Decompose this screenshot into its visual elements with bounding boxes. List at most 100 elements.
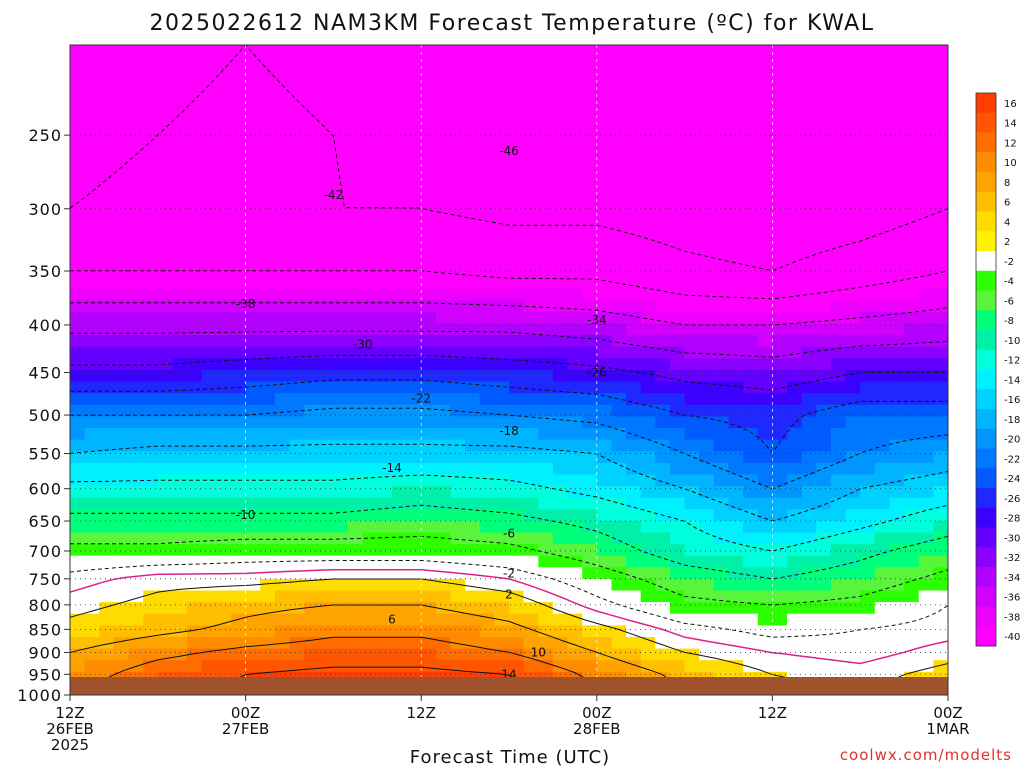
temperature-cell: [84, 195, 100, 209]
temperature-cell: [172, 126, 188, 139]
temperature-cell: [113, 56, 130, 69]
temperature-cell: [552, 114, 569, 127]
temperature-cell: [772, 370, 788, 383]
temperature-cell: [143, 161, 159, 174]
temperature-cell: [830, 602, 847, 615]
temperature-cell: [743, 660, 759, 673]
temperature-cell: [904, 393, 920, 406]
temperature-cell: [816, 660, 832, 673]
temperature-cell: [860, 126, 876, 139]
temperature-cell: [713, 114, 730, 127]
temperature-cell: [187, 265, 203, 278]
temperature-cell: [494, 544, 510, 557]
temperature-cell: [596, 613, 612, 626]
temperature-cell: [816, 555, 832, 568]
temperature-cell: [245, 103, 261, 116]
temperature-cell: [626, 532, 642, 545]
temperature-cell: [377, 486, 393, 499]
temperature-cell: [567, 335, 583, 348]
temperature-cell: [655, 486, 671, 499]
temperature-cell: [318, 91, 334, 104]
temperature-cell: [435, 79, 451, 92]
temperature-cell: [874, 114, 890, 127]
y-tick-label: 400: [28, 316, 62, 335]
temperature-cell: [830, 91, 847, 104]
temperature-cell: [84, 79, 100, 92]
temperature-cell: [684, 648, 700, 661]
temperature-cell: [743, 242, 759, 255]
temperature-cell: [391, 381, 408, 394]
temperature-cell: [552, 300, 569, 313]
temperature-cell: [216, 126, 232, 139]
temperature-cell: [816, 195, 832, 209]
temperature-cell: [626, 404, 642, 417]
temperature-cell: [816, 451, 832, 464]
temperature-cell: [509, 393, 525, 406]
temperature-cell: [494, 103, 510, 116]
temperature-cell: [348, 544, 364, 557]
temperature-cell: [582, 462, 598, 476]
temperature-cell: [830, 532, 847, 545]
temperature-cell: [216, 195, 232, 209]
temperature-cell: [465, 161, 481, 174]
colorbar-label: -38: [1004, 612, 1020, 623]
temperature-cell: [362, 137, 378, 151]
temperature-cell: [274, 660, 291, 673]
temperature-cell: [640, 265, 656, 278]
temperature-cell: [157, 149, 173, 162]
temperature-cell: [816, 335, 832, 348]
temperature-cell: [860, 45, 876, 58]
temperature-cell: [99, 544, 115, 557]
temperature-cell: [289, 207, 305, 220]
temperature-cell: [918, 625, 934, 638]
temperature-cell: [157, 428, 173, 441]
temperature-cell: [582, 578, 598, 592]
temperature-cell: [70, 195, 86, 209]
temperature-cell: [479, 137, 495, 151]
temperature-cell: [231, 312, 247, 325]
temperature-cell: [465, 68, 481, 81]
temperature-cell: [713, 567, 730, 580]
temperature-cell: [816, 439, 832, 452]
credit-link[interactable]: coolwx.com/modelts: [840, 746, 1012, 764]
temperature-cell: [772, 416, 788, 429]
temperature-cell: [684, 439, 700, 452]
temperature-cell: [509, 288, 525, 301]
temperature-cell: [143, 137, 159, 151]
temperature-cell: [216, 149, 232, 162]
temperature-cell: [348, 439, 364, 452]
temperature-cell: [699, 660, 715, 673]
temperature-cell: [684, 358, 700, 371]
temperature-cell: [582, 149, 598, 162]
temperature-cell: [611, 195, 627, 209]
temperature-cell: [684, 486, 700, 499]
temperature-cell: [757, 161, 773, 174]
temperature-cell: [333, 393, 349, 406]
temperature-cell: [509, 532, 525, 545]
temperature-cell: [552, 68, 569, 81]
temperature-cell: [713, 370, 730, 383]
temperature-cell: [465, 126, 481, 139]
temperature-cell: [684, 660, 700, 673]
temperature-cell: [655, 602, 671, 615]
temperature-cell: [201, 68, 217, 81]
temperature-cell: [216, 497, 232, 510]
temperature-cell: [816, 567, 832, 580]
temperature-cell: [611, 428, 627, 441]
temperature-cell: [830, 126, 847, 139]
temperature-cell: [421, 149, 437, 162]
temperature-cell: [435, 207, 451, 220]
temperature-cell: [157, 126, 173, 139]
temperature-cell: [494, 497, 510, 510]
temperature-cell: [99, 509, 115, 522]
temperature-cell: [143, 346, 159, 359]
temperature-cell: [450, 578, 466, 592]
temperature-cell: [187, 509, 203, 522]
temperature-cell: [582, 532, 598, 545]
temperature-cell: [421, 497, 437, 510]
temperature-cell: [333, 149, 349, 162]
temperature-cell: [479, 195, 495, 209]
temperature-cell: [699, 253, 715, 267]
temperature-cell: [494, 149, 510, 162]
temperature-cell: [479, 497, 495, 510]
